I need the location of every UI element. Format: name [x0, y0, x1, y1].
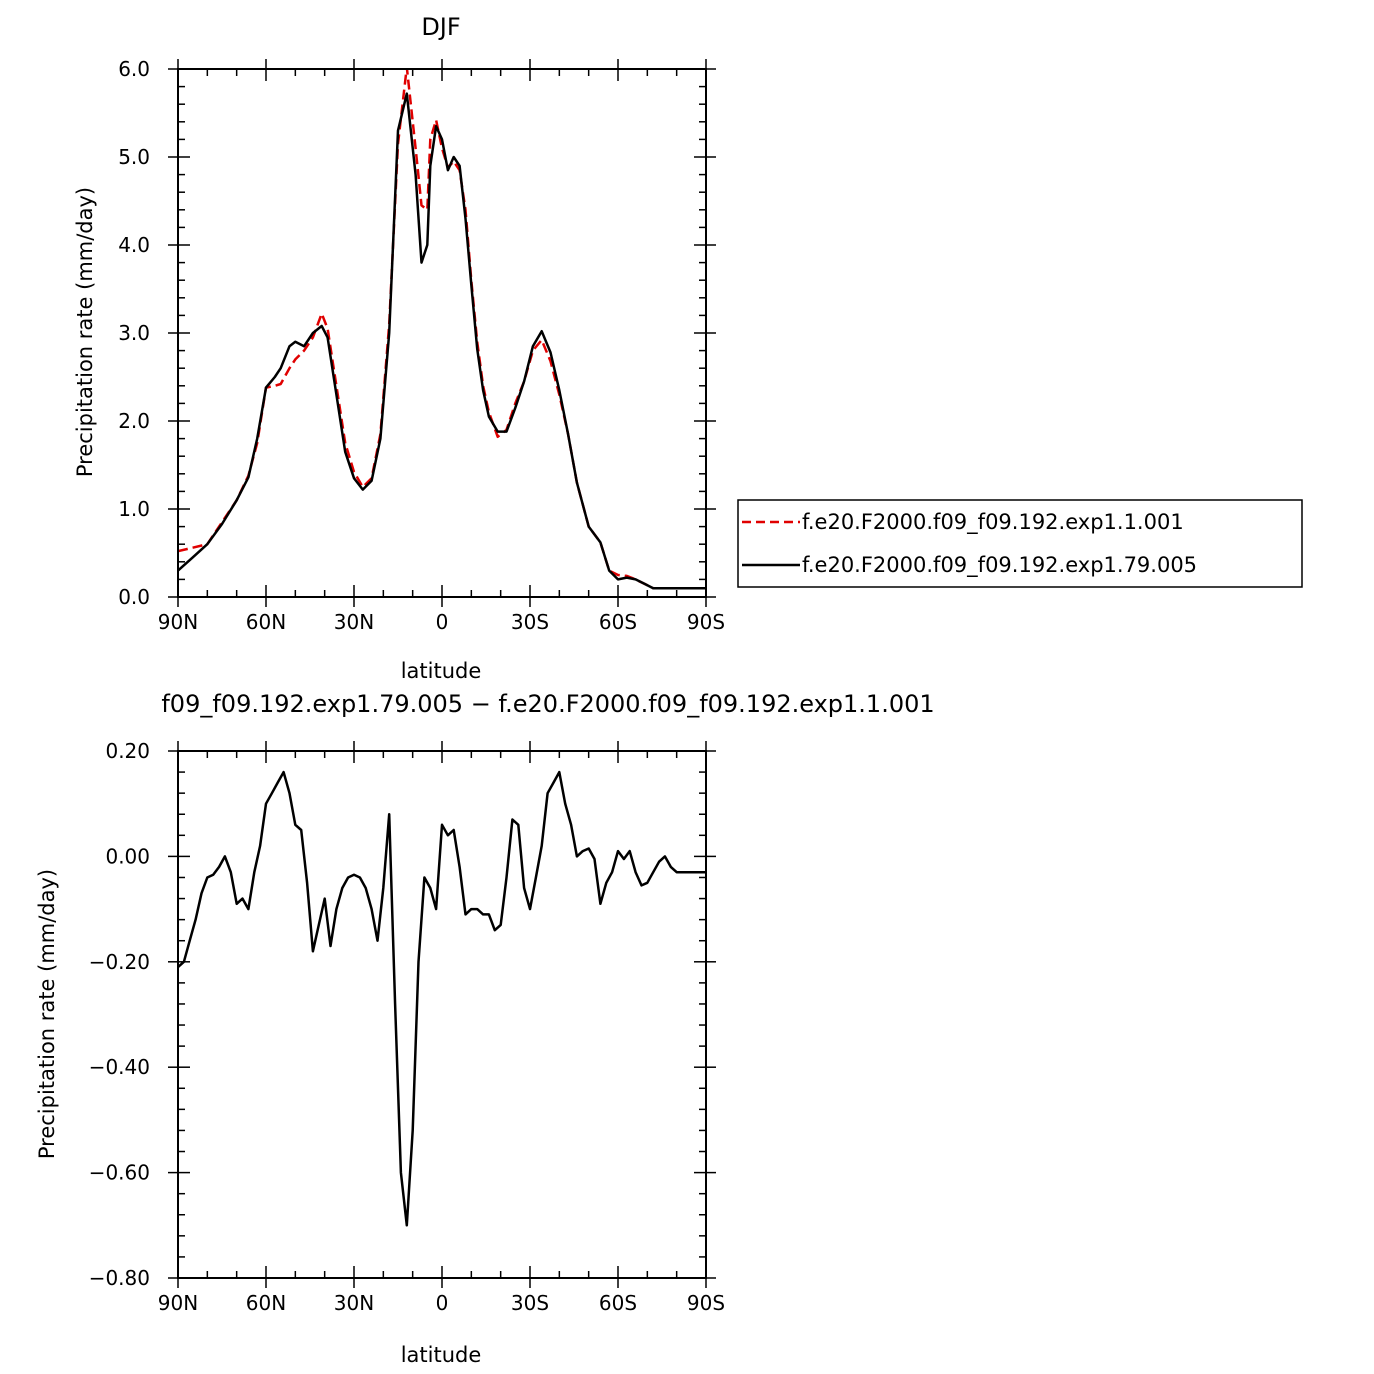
bottom-series-line-1 — [178, 770, 706, 1227]
bottom-y-axis-label-group: Precipitation rate (mm/day) — [35, 869, 59, 1159]
top-y-tick-label: 6.0 — [118, 57, 150, 81]
top-y-axis-label-group: Precipitation rate (mm/day) — [73, 187, 97, 477]
bottom-x-tick-label: 60N — [246, 1291, 286, 1315]
top-x-tick-label: 60S — [599, 610, 637, 634]
top-plot-frame — [177, 68, 707, 598]
bottom-x-tick-label: 30N — [334, 1291, 374, 1315]
bottom-y-tick-label: −0.80 — [89, 1266, 150, 1290]
top-y-tick-label: 4.0 — [118, 233, 150, 257]
legend-label-series-1: f.e20.F2000.f09_f09.192.exp1.1.001 — [802, 510, 1184, 535]
legend-label-series-2: f.e20.F2000.f09_f09.192.exp1.79.005 — [802, 553, 1197, 578]
bottom-y-tick-label: 0.20 — [105, 739, 150, 763]
bottom-x-axis-label: latitude — [401, 1343, 482, 1367]
top-y-tick-label: 1.0 — [118, 497, 150, 521]
bottom-x-tick-label: 0 — [436, 1291, 449, 1315]
bottom-y-axis-label: Precipitation rate (mm/day) — [35, 869, 59, 1159]
legend: f.e20.F2000.f09_f09.192.exp1.1.001 f.e20… — [737, 499, 1303, 588]
legend-box — [737, 499, 1303, 588]
bottom-x-tick-label: 90S — [687, 1291, 725, 1315]
top-y-tick-label: 0.0 — [118, 585, 150, 609]
top-x-tick-label: 90N — [158, 610, 198, 634]
bottom-x-tick-label: 30S — [511, 1291, 549, 1315]
top-series-line-2 — [178, 92, 706, 590]
bottom-y-tick-label: −0.20 — [89, 950, 150, 974]
top-x-tick-label: 30N — [334, 610, 374, 634]
top-x-tick-label: 90S — [687, 610, 725, 634]
bottom-x-tick-label: 60S — [599, 1291, 637, 1315]
bottom-chart-title: f09_f09.192.exp1.79.005 − f.e20.F2000.f0… — [161, 690, 934, 718]
top-panel: DJF Precipitation rate (mm/day) latitude… — [73, 13, 725, 683]
top-x-tick-label: 60N — [246, 610, 286, 634]
top-x-axis-label: latitude — [401, 659, 482, 683]
top-y-axis-label: Precipitation rate (mm/day) — [73, 187, 97, 477]
top-x-tick-label: 0 — [436, 610, 449, 634]
top-chart-title: DJF — [421, 13, 460, 41]
top-y-tick-label: 2.0 — [118, 409, 150, 433]
bottom-y-tick-label: 0.00 — [105, 844, 150, 868]
bottom-x-tick-label: 90N — [158, 1291, 198, 1315]
bottom-panel: f09_f09.192.exp1.79.005 − f.e20.F2000.f0… — [35, 690, 935, 1367]
bottom-y-tick-label: −0.40 — [89, 1055, 150, 1079]
top-y-tick-label: 5.0 — [118, 145, 150, 169]
top-x-tick-label: 30S — [511, 610, 549, 634]
top-y-tick-label: 3.0 — [118, 321, 150, 345]
bottom-y-tick-label: −0.60 — [89, 1161, 150, 1185]
